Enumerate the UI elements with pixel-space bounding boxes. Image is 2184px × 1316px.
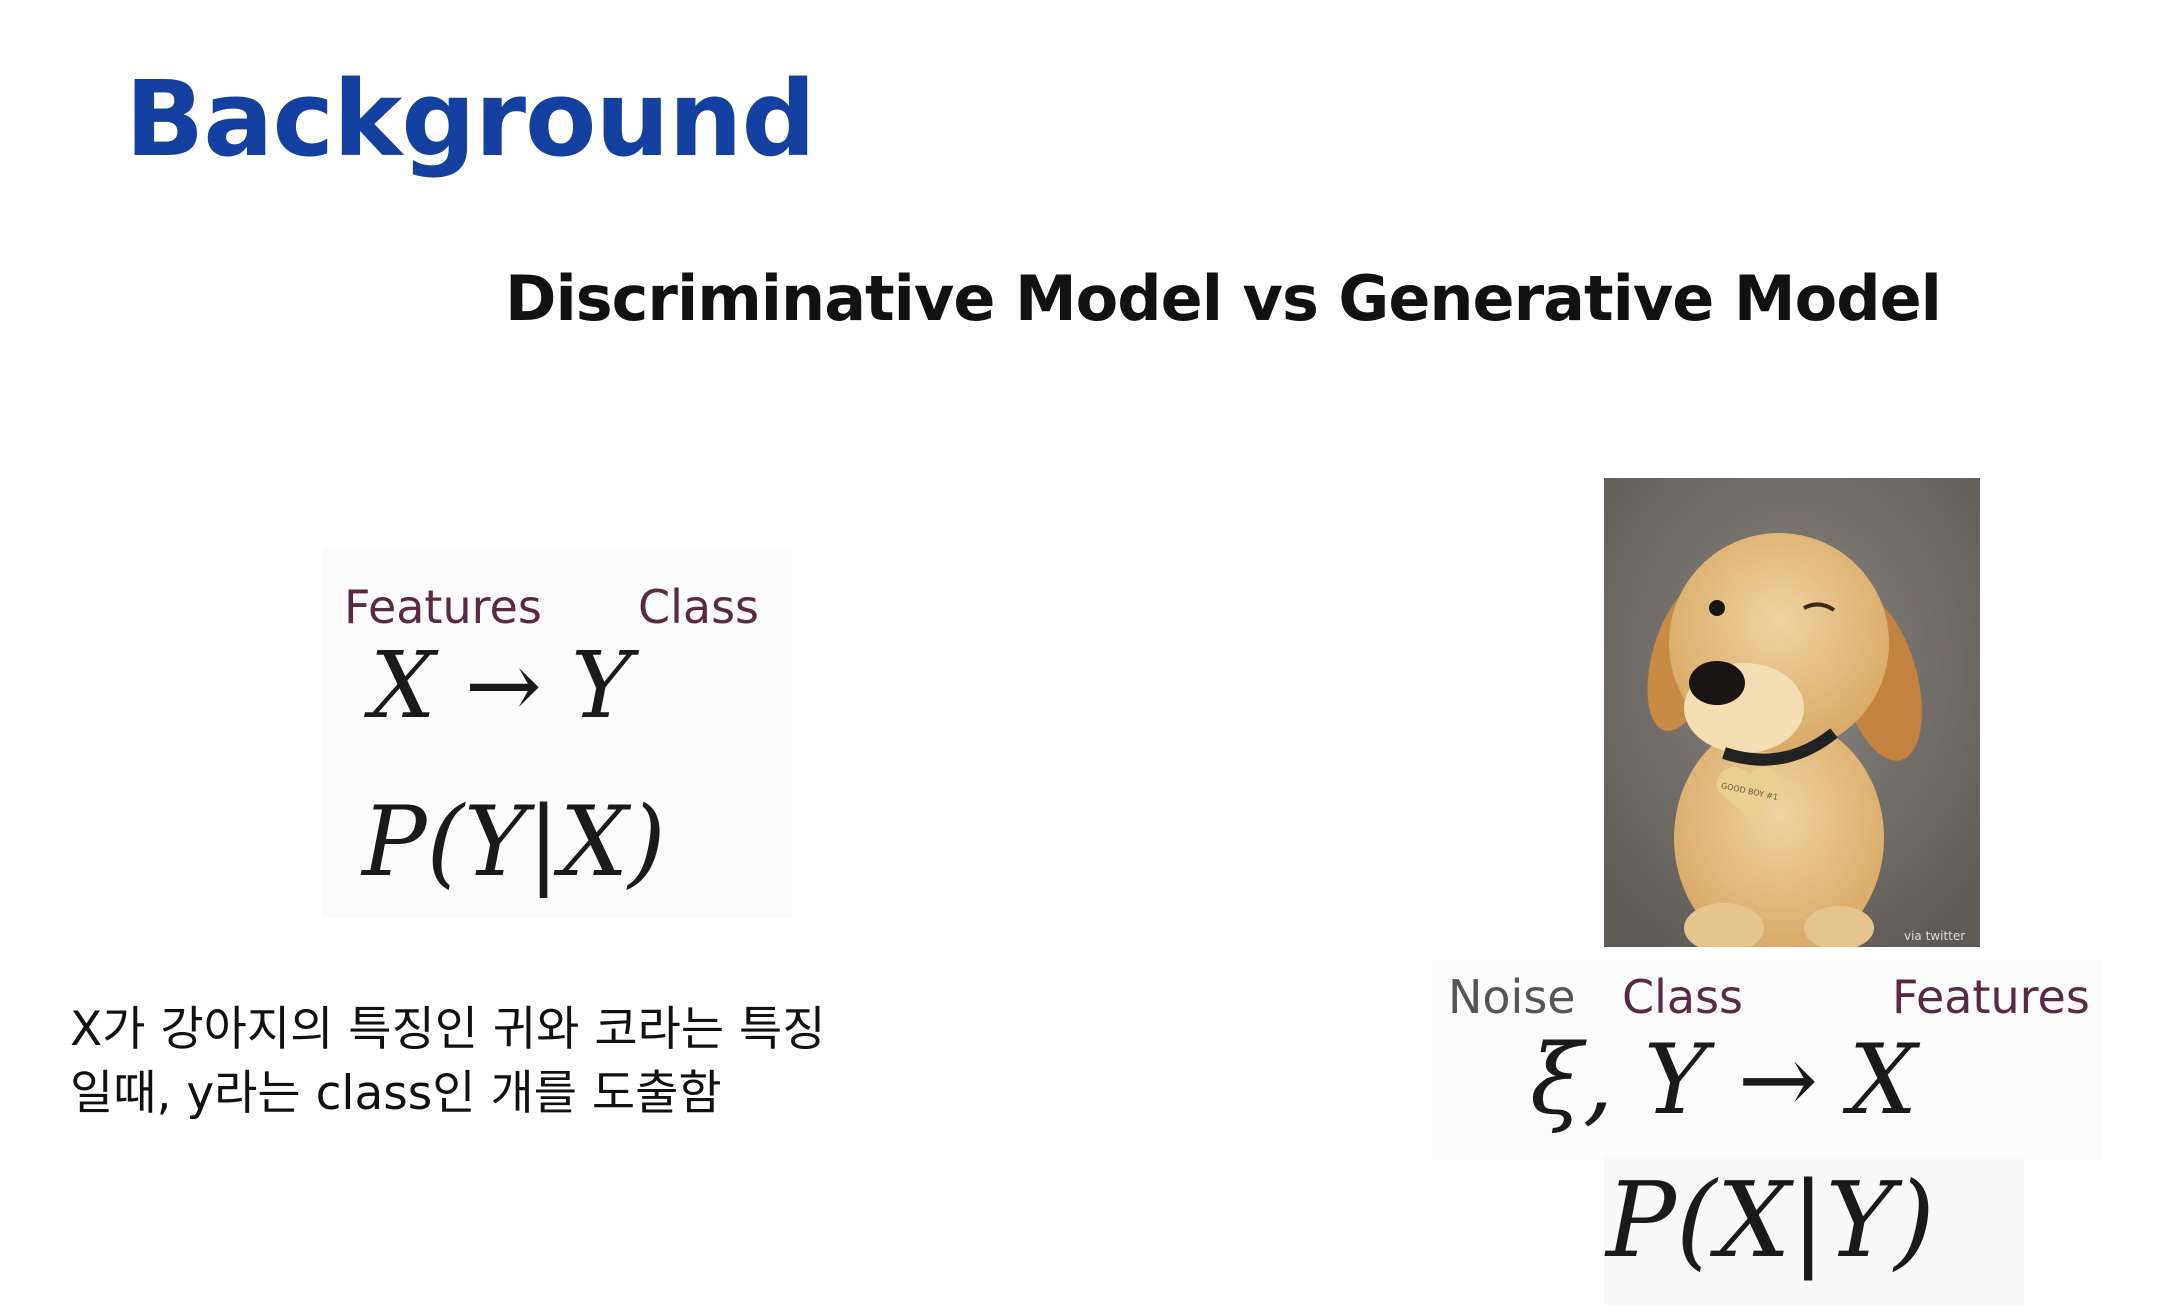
heart-tag [1717,767,1781,818]
generative-probability: P(X|Y) [1606,1159,1935,1281]
slide-title: Background [125,58,816,180]
discriminative-formula-image: Features Class X → Y P(Y|X) [322,548,792,918]
class-label: Class [638,580,760,634]
class-label: Class [1622,970,1744,1024]
generative-mapping: ξ, Y → X [1530,1024,1918,1136]
generative-formula-image: Noise Class Features ξ, Y → X [1432,960,2102,1160]
photo-credit: via twitter [1904,929,1965,943]
slide-subtitle: Discriminative Model vs Generative Model [505,262,1942,335]
discriminative-mapping: X → Y [370,632,632,739]
noise-label: Noise [1448,970,1576,1024]
discriminative-description: X가 강아지의 특징인 귀와 코라는 특징 일때, y라는 class인 개를 … [70,1002,826,1121]
discriminative-probability: P(Y|X) [362,786,666,898]
features-label: Features [344,580,542,634]
features-label: Features [1892,970,2090,1024]
puppy-photo: GOOD BOY #1 via twitter [1604,478,1980,947]
puppy-illustration: GOOD BOY #1 via twitter [1604,478,1980,947]
generative-probability-image: P(X|Y) [1604,1155,2024,1305]
